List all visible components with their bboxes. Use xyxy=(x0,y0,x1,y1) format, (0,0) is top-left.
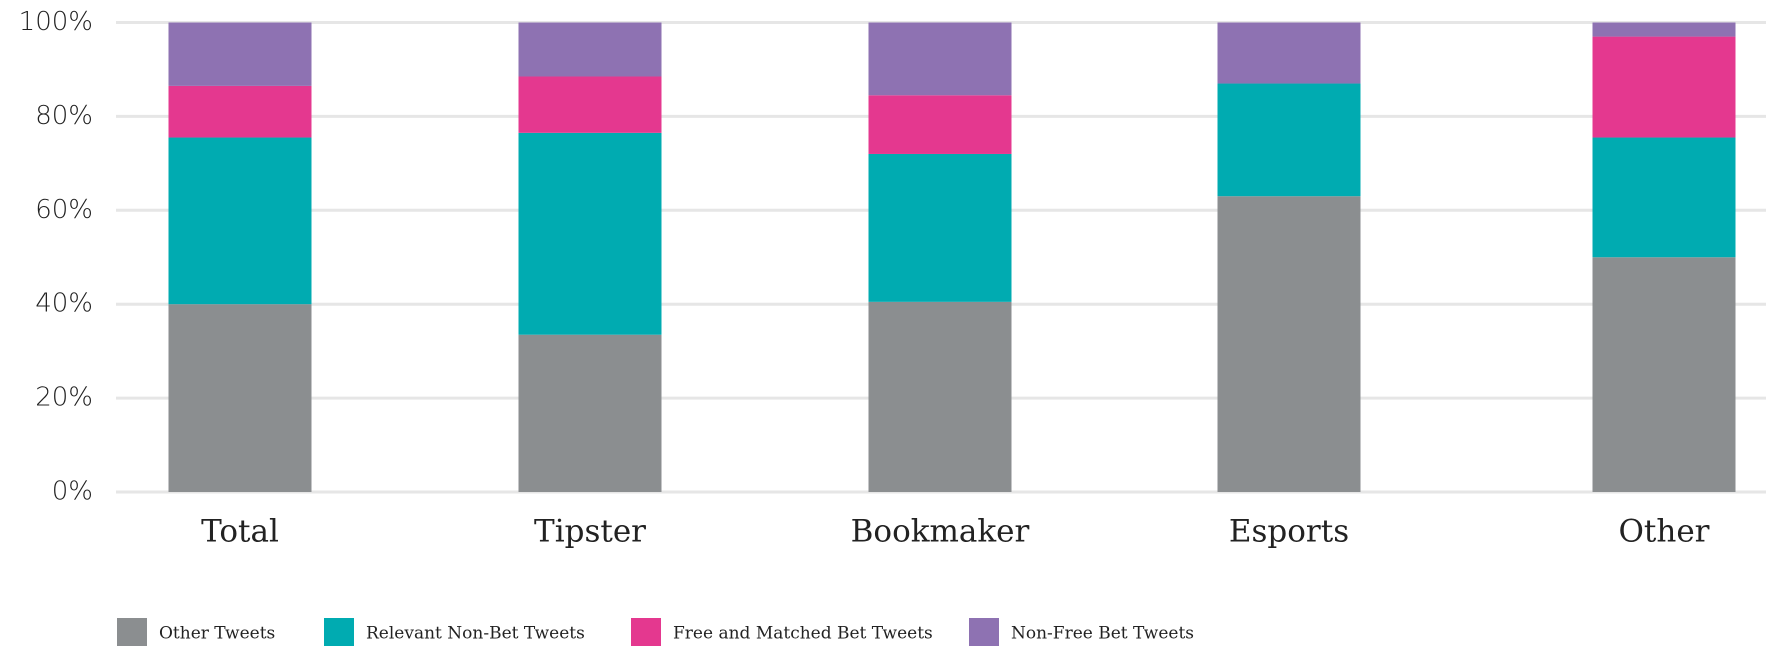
bar-segment xyxy=(1592,137,1736,258)
bar-segment xyxy=(868,153,1012,302)
legend-label: Free and Matched Bet Tweets xyxy=(673,624,933,644)
legend-label: Non-Free Bet Tweets xyxy=(1011,624,1194,644)
legend-swatch xyxy=(324,618,354,646)
bar-segment xyxy=(518,334,662,492)
x-tick-label: Total xyxy=(201,514,279,550)
x-tick-label: Esports xyxy=(1229,514,1349,550)
legend-label: Other Tweets xyxy=(159,624,275,644)
bar-segment xyxy=(168,304,312,492)
legend-label: Relevant Non-Bet Tweets xyxy=(366,624,585,644)
y-tick-label: 0% xyxy=(52,477,93,507)
y-tick-label: 100% xyxy=(19,7,93,37)
bar-segment xyxy=(868,22,1012,96)
bar-segment xyxy=(1592,22,1736,37)
bar-segment xyxy=(518,76,662,133)
legend-swatch xyxy=(631,618,661,646)
x-tick-label: Bookmaker xyxy=(851,514,1030,550)
bar-segment xyxy=(168,22,312,86)
bar-segment xyxy=(1217,22,1361,84)
x-tick-label: Other xyxy=(1618,514,1709,550)
legend-swatch xyxy=(117,618,147,646)
bar-segment xyxy=(168,85,312,138)
x-tick-label: Tipster xyxy=(534,514,646,550)
y-tick-label: 80% xyxy=(35,101,93,131)
bar-segment xyxy=(868,301,1012,492)
legend-swatch xyxy=(969,618,999,646)
bar-segment xyxy=(1217,196,1361,492)
bar-segment xyxy=(1592,36,1736,138)
bar-segment xyxy=(1592,257,1736,492)
bar-segment xyxy=(518,132,662,335)
y-tick-label: 20% xyxy=(35,383,93,413)
bar-segment xyxy=(1217,83,1361,197)
y-tick-label: 40% xyxy=(35,289,93,319)
bar-segment xyxy=(168,137,312,305)
bar-segment xyxy=(518,22,662,77)
bar-segment xyxy=(868,95,1012,154)
y-tick-label: 60% xyxy=(35,195,93,225)
